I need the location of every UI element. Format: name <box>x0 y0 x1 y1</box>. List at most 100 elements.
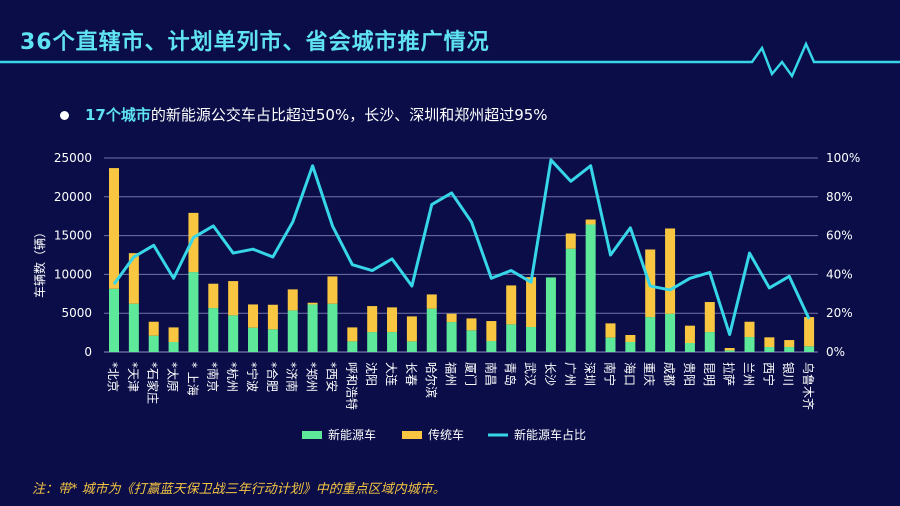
x-tick-label: 兰州 <box>742 362 756 386</box>
x-tick-label: 成都 <box>662 362 676 386</box>
bar-new-energy <box>109 288 119 352</box>
bullet-dot-icon <box>60 111 69 120</box>
x-tick-label: 哈尔滨 <box>424 362 439 398</box>
bar-traditional <box>287 289 298 311</box>
x-tick-label: 青岛 <box>503 362 518 386</box>
summary-bullet: 17个城市的新能源公交车占比超过50%，长沙、深圳和郑州超过95% <box>60 104 548 125</box>
bar-traditional <box>387 307 398 333</box>
bar-new-energy <box>684 342 695 352</box>
bar-new-energy <box>128 303 139 352</box>
bar-new-energy <box>605 337 616 352</box>
bar-new-energy <box>724 350 735 352</box>
y2-tick-label: 60% <box>826 229 853 243</box>
bar-traditional <box>327 276 338 304</box>
x-tick-label: 深圳 <box>583 362 597 386</box>
bar-new-energy <box>486 340 497 352</box>
bar-new-energy <box>526 327 537 352</box>
bar-traditional <box>625 335 636 342</box>
x-tick-label: 昆明 <box>702 362 716 386</box>
bar-traditional <box>406 316 417 342</box>
summary-highlight: 17个城市 <box>85 106 151 124</box>
x-tick-label: 乌鲁木齐 <box>801 362 816 410</box>
x-tick-label: 福州 <box>444 362 459 386</box>
bar-new-energy <box>625 341 636 352</box>
y2-tick-label: 100% <box>826 151 860 165</box>
y-tick-label: 15000 <box>54 229 92 243</box>
bar-new-energy <box>228 315 239 352</box>
bar-traditional <box>605 323 616 338</box>
bar-new-energy <box>704 332 715 352</box>
bar-new-energy <box>506 324 517 352</box>
bar-new-energy <box>645 317 656 352</box>
bar-traditional <box>486 321 497 341</box>
bar-traditional <box>804 317 815 347</box>
bar-new-energy <box>585 224 596 352</box>
bar-new-energy <box>764 347 775 352</box>
x-tick-label: *北京 <box>106 362 120 392</box>
x-tick-label: 沈阳 <box>364 362 379 386</box>
bar-traditional <box>307 302 318 305</box>
bar-new-energy <box>466 330 477 352</box>
x-tick-label: 厦门 <box>463 362 478 386</box>
bar-new-energy <box>248 327 259 352</box>
bar-traditional <box>565 233 576 249</box>
bar-new-energy <box>208 308 219 352</box>
bar-traditional <box>128 253 139 304</box>
bar-traditional <box>148 321 159 336</box>
y2-tick-label: 20% <box>826 306 853 320</box>
bar-new-energy <box>287 310 298 352</box>
x-tick-label: *太原 <box>166 362 181 392</box>
x-tick-label: 南昌 <box>483 362 498 386</box>
x-tick-label: *宁波 <box>245 362 260 392</box>
bar-traditional <box>665 228 676 314</box>
y2-tick-label: 0% <box>826 345 845 359</box>
bar-traditional <box>267 304 278 330</box>
y-tick-label: 0 <box>84 345 92 359</box>
y-tick-label: 10000 <box>54 267 92 281</box>
bar-traditional <box>526 277 537 328</box>
x-tick-label: * 上海 <box>185 362 200 396</box>
x-tick-label: 西宁 <box>761 362 776 386</box>
bar-traditional <box>426 294 437 309</box>
bar-new-energy <box>307 304 318 352</box>
bar-new-energy <box>188 272 199 352</box>
bar-traditional <box>704 302 715 333</box>
bar-new-energy <box>784 347 795 352</box>
x-tick-label: *石家庄 <box>146 362 161 404</box>
legend-label: 传统车 <box>428 427 464 442</box>
x-tick-label: 呼和浩特 <box>344 362 359 410</box>
x-tick-label: 武汉 <box>523 362 537 386</box>
bar-traditional <box>684 325 695 343</box>
bar-new-energy <box>406 341 417 352</box>
x-tick-label: 大连 <box>384 362 399 386</box>
legend-label: 新能源车 <box>328 427 376 442</box>
bar-traditional <box>228 281 239 316</box>
bar-traditional <box>248 304 259 328</box>
x-tick-label: 海口 <box>622 362 637 386</box>
legend-swatch-new-energy <box>302 431 322 439</box>
bar-new-energy <box>565 248 576 352</box>
x-tick-label: *杭州 <box>225 362 240 392</box>
x-tick-label: 银川 <box>781 362 795 386</box>
y2-tick-label: 40% <box>826 267 853 281</box>
bar-traditional <box>168 327 179 342</box>
bar-new-energy <box>804 346 815 352</box>
y-axis-label: 车辆数（辆） <box>32 226 47 298</box>
y2-tick-label: 80% <box>826 190 853 204</box>
y-tick-label: 20000 <box>54 190 92 204</box>
legend-label: 新能源车占比 <box>514 427 586 442</box>
x-tick-label: *合肥 <box>265 362 280 392</box>
y-tick-label: 5000 <box>61 306 92 320</box>
bar-new-energy <box>426 308 437 352</box>
footnote: 注：带* 城市为《打赢蓝天保卫战三年行动计划》中的重点区域内城市。 <box>32 482 446 497</box>
page-title: 36个直辖市、计划单列市、省会城市推广情况 <box>20 30 490 55</box>
bar-traditional <box>367 306 378 333</box>
bar-new-energy <box>367 332 378 352</box>
bar-traditional <box>446 313 457 323</box>
x-tick-label: 广州 <box>563 362 577 386</box>
x-tick-label: *天津 <box>126 362 140 392</box>
bar-traditional <box>208 283 219 309</box>
bar-traditional <box>347 327 358 342</box>
bar-traditional <box>764 337 775 348</box>
